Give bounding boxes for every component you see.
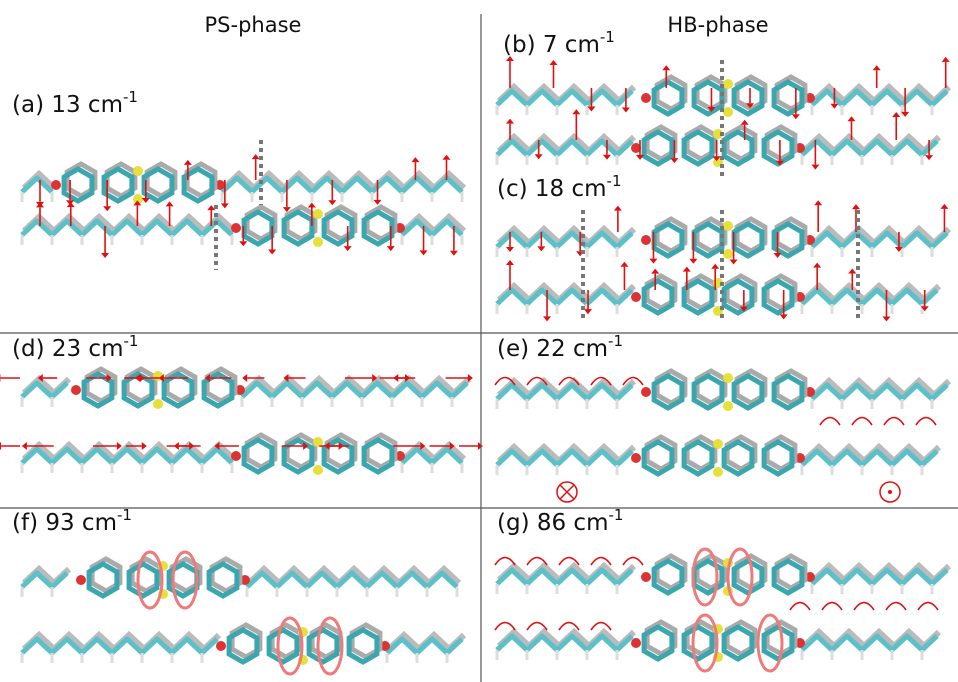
- panel-label: (d) 23 cm-1: [12, 332, 138, 362]
- oxygen: [231, 451, 241, 461]
- sulfur: [723, 79, 733, 89]
- sulfur: [313, 237, 323, 247]
- axis-symbol: [888, 490, 892, 494]
- oxygen: [641, 572, 651, 582]
- sulfur: [723, 249, 733, 259]
- oxygen: [641, 235, 651, 245]
- label-text: (d) 23 cm: [12, 336, 124, 362]
- column-header: PS-phase: [205, 13, 302, 37]
- oxygen: [51, 180, 61, 190]
- label-text: (e) 22 cm: [497, 336, 608, 362]
- label-sup: -1: [124, 332, 139, 350]
- sulfur: [713, 467, 723, 477]
- label-text: (c) 18 cm: [497, 176, 607, 202]
- panel-label: (b) 7 cm-1: [503, 28, 615, 58]
- oxygen: [631, 292, 641, 302]
- label-sup: -1: [600, 28, 615, 46]
- sulfur: [153, 399, 163, 409]
- label-sup: -1: [608, 332, 623, 350]
- label-sup: -1: [607, 172, 622, 190]
- sulfur: [723, 107, 733, 117]
- oxygen: [76, 575, 86, 585]
- panel-label: (f) 93 cm-1: [12, 506, 132, 536]
- label-text: (a) 13 cm: [12, 92, 123, 118]
- oxygen: [631, 453, 641, 463]
- label-text: (g) 86 cm: [497, 510, 609, 536]
- sulfur: [133, 166, 143, 176]
- oxygen: [631, 638, 641, 648]
- label-sup: -1: [609, 506, 624, 524]
- panel-label: (e) 22 cm-1: [497, 332, 623, 362]
- oxygen: [71, 385, 81, 395]
- oxygen: [641, 93, 651, 103]
- column-header: HB-phase: [667, 13, 768, 37]
- label-sup: -1: [123, 88, 138, 106]
- figure: PS-phase HB-phase (a) 13 cm-1 (b) 7 cm-1…: [0, 0, 958, 682]
- oxygen: [216, 641, 226, 651]
- oxygen: [231, 223, 241, 233]
- sulfur: [723, 401, 733, 411]
- sulfur: [313, 465, 323, 475]
- label-text: (f) 93 cm: [12, 510, 117, 536]
- label-sup: -1: [117, 506, 132, 524]
- sulfur: [313, 209, 323, 219]
- sulfur: [723, 373, 733, 383]
- panel-label: (g) 86 cm-1: [497, 506, 623, 536]
- sulfur: [713, 439, 723, 449]
- sulfur: [723, 221, 733, 231]
- arrow-head: [0, 442, 1, 450]
- label-text: (b) 7 cm: [503, 32, 600, 58]
- oxygen: [641, 387, 651, 397]
- panel-label: (c) 18 cm-1: [497, 172, 622, 202]
- panel-label: (a) 13 cm-1: [12, 88, 138, 118]
